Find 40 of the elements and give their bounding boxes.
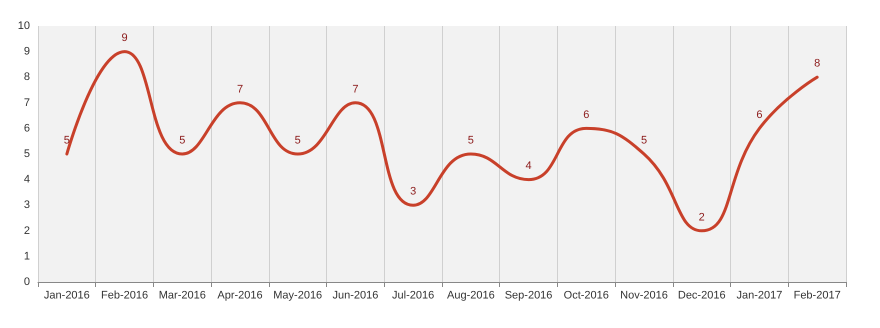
data-label: 8 bbox=[814, 58, 820, 70]
data-label: 5 bbox=[179, 134, 186, 146]
data-label: 5 bbox=[640, 134, 648, 146]
data-label: 2 bbox=[698, 211, 705, 224]
x-tick-label: Feb-2017 bbox=[794, 290, 841, 302]
y-tick-label: 4 bbox=[24, 174, 30, 186]
data-label: 5 bbox=[468, 134, 474, 146]
data-label: 4 bbox=[526, 160, 532, 172]
data-label: 5 bbox=[64, 134, 70, 146]
data-label: 7 bbox=[236, 83, 244, 96]
x-tick-label: Jan-2016 bbox=[44, 290, 90, 302]
x-tick-label: Mar-2016 bbox=[158, 290, 206, 302]
x-tick-label: Jul-2016 bbox=[392, 290, 434, 302]
y-tick-label: 2 bbox=[24, 224, 30, 237]
x-tick-label: Nov-2016 bbox=[620, 290, 668, 302]
y-tick-label: 10 bbox=[18, 20, 30, 32]
y-tick-label: 3 bbox=[24, 199, 30, 212]
x-tick-label: May-2016 bbox=[273, 290, 322, 302]
data-label: 9 bbox=[122, 32, 128, 44]
x-tick-label: Sep-2016 bbox=[504, 290, 552, 302]
line-series bbox=[65, 50, 819, 232]
x-tick-label: Jan-2017 bbox=[736, 290, 782, 302]
y-tick-label: 9 bbox=[24, 46, 30, 58]
y-tick-label: 7 bbox=[24, 96, 30, 109]
data-label: 6 bbox=[583, 108, 590, 121]
y-tick-label: 8 bbox=[24, 71, 30, 84]
x-tick-label: Oct-2016 bbox=[564, 290, 609, 302]
y-tick-label: 6 bbox=[24, 122, 30, 134]
x-tick-label: Dec-2016 bbox=[678, 290, 726, 302]
x-tick-label: Aug-2016 bbox=[447, 290, 495, 302]
x-tick-label: Jun-2016 bbox=[332, 290, 378, 302]
y-tick-label: 0 bbox=[24, 276, 30, 288]
data-label: 6 bbox=[756, 108, 762, 121]
x-tick-label: Apr-2016 bbox=[217, 290, 263, 302]
x-tick-label: Feb-2016 bbox=[101, 290, 148, 302]
data-label: 3 bbox=[410, 186, 416, 198]
y-tick-label: 1 bbox=[24, 250, 30, 262]
y-tick-label: 5 bbox=[24, 148, 30, 160]
data-label: 5 bbox=[294, 134, 301, 146]
data-label: 7 bbox=[352, 83, 358, 96]
